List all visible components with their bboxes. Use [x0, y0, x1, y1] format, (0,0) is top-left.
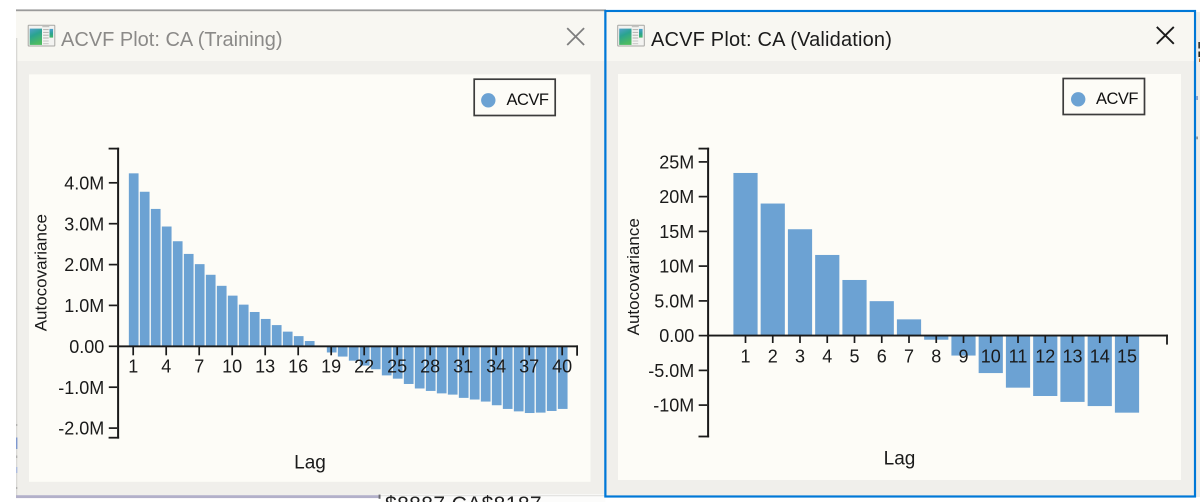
svg-text:2: 2: [768, 346, 778, 366]
svg-text:3: 3: [795, 346, 805, 366]
svg-text:7: 7: [904, 346, 914, 366]
svg-text:-2.0M: -2.0M: [58, 419, 104, 439]
svg-text:ACVF Plot: CA (Validation): ACVF Plot: CA (Validation): [651, 29, 892, 51]
svg-text:7: 7: [194, 357, 204, 377]
svg-text:5.0M: 5.0M: [654, 291, 694, 311]
svg-text:25M: 25M: [659, 152, 694, 172]
svg-text:ACVF: ACVF: [1096, 90, 1138, 108]
svg-text:3.0M: 3.0M: [64, 214, 104, 234]
svg-text:10M: 10M: [659, 257, 694, 277]
svg-text:40: 40: [552, 357, 572, 377]
svg-text:25: 25: [387, 357, 407, 377]
svg-text:-10M: -10M: [653, 396, 694, 416]
svg-text:2.0M: 2.0M: [64, 255, 104, 275]
svg-text:-5.0M: -5.0M: [648, 361, 694, 381]
svg-text:31: 31: [453, 357, 473, 377]
svg-text:0.00: 0.00: [69, 337, 104, 357]
svg-text:13: 13: [1062, 346, 1082, 366]
svg-text:9: 9: [958, 346, 968, 366]
svg-text:28: 28: [420, 357, 440, 377]
svg-text:Lag: Lag: [294, 452, 326, 473]
svg-text:11: 11: [1009, 346, 1028, 366]
svg-text:ACVF Plot: CA (Training): ACVF Plot: CA (Training): [61, 29, 283, 51]
svg-text:1.0M: 1.0M: [64, 296, 104, 316]
svg-text:6: 6: [877, 346, 887, 366]
svg-text:22: 22: [354, 357, 374, 377]
svg-text:16: 16: [288, 357, 308, 377]
svg-text:34: 34: [486, 357, 506, 377]
svg-text:13: 13: [255, 357, 275, 377]
svg-text:$8887 CA$8187: $8887 CA$8187: [385, 493, 542, 502]
svg-text:12: 12: [1035, 346, 1055, 366]
svg-text:1: 1: [128, 357, 138, 377]
svg-text:19: 19: [321, 357, 341, 377]
svg-text:4.0M: 4.0M: [64, 173, 104, 193]
svg-text:Lag: Lag: [884, 449, 916, 470]
svg-text:ACVF: ACVF: [507, 91, 549, 109]
svg-text:5: 5: [849, 346, 859, 366]
svg-text:20M: 20M: [659, 187, 694, 207]
svg-text:8: 8: [931, 346, 941, 366]
svg-text:Autocovariance: Autocovariance: [32, 214, 51, 331]
svg-text:4: 4: [161, 357, 171, 377]
svg-text:14: 14: [1090, 346, 1110, 366]
svg-text:10: 10: [222, 357, 242, 377]
svg-text:-1.0M: -1.0M: [58, 378, 104, 398]
svg-text:Autocovariance: Autocovariance: [624, 218, 643, 335]
svg-text:15: 15: [1117, 346, 1137, 366]
svg-text:0.00: 0.00: [659, 326, 694, 346]
svg-text:10: 10: [981, 346, 1001, 366]
svg-text:37: 37: [519, 357, 539, 377]
svg-text:1: 1: [740, 346, 750, 366]
svg-text:15M: 15M: [659, 222, 694, 242]
svg-text:4: 4: [822, 346, 832, 366]
